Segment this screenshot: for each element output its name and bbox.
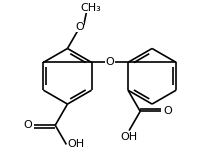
Text: O: O xyxy=(164,106,172,116)
Text: O: O xyxy=(106,57,114,67)
Text: O: O xyxy=(23,120,32,130)
Text: OH: OH xyxy=(67,139,85,149)
Text: CH₃: CH₃ xyxy=(80,3,101,13)
Text: O: O xyxy=(75,22,84,32)
Text: OH: OH xyxy=(121,132,138,142)
